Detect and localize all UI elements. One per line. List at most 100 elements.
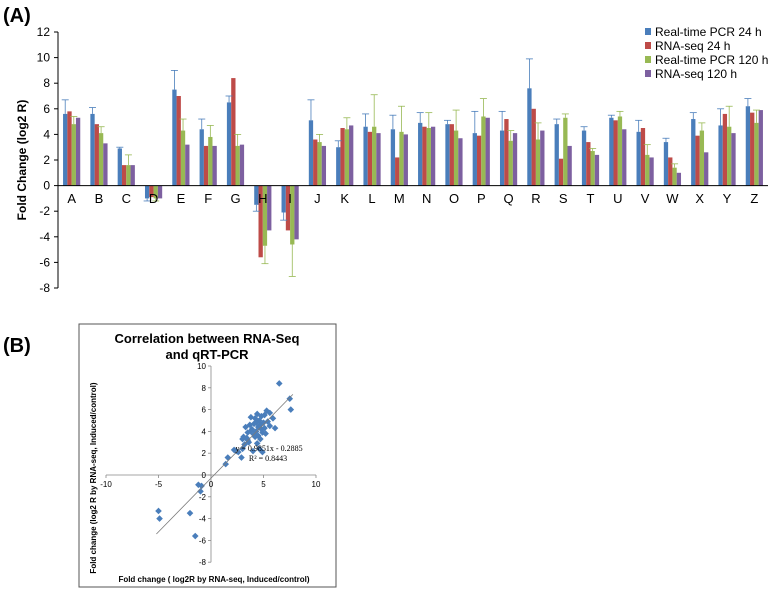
scatter-point [249, 447, 257, 455]
bar-4-S [567, 145, 572, 186]
scatter-trendline [156, 394, 294, 535]
bar-1-O [445, 124, 450, 186]
scatter-point [251, 433, 259, 441]
bar-2-P [476, 135, 482, 186]
bar-1-K [336, 147, 341, 186]
bar-y-tick-label: -4 [39, 230, 50, 244]
bar-4-I [294, 185, 299, 240]
bar-2-M [395, 157, 400, 186]
category-label: B [95, 191, 104, 206]
scatter-y-tick-label: -2 [199, 493, 207, 502]
scatter-point [261, 411, 268, 419]
scatter-point [286, 395, 294, 402]
bar-y-tick-label: 12 [37, 25, 51, 39]
scatter-point [242, 423, 249, 431]
bar-2-Z [750, 112, 755, 186]
scatter-y-axis-title: Fold change (log2 R by RNA-seq, Induced/… [89, 382, 98, 573]
scatter-y-tick-label: -4 [199, 515, 207, 524]
scatter-point [191, 532, 199, 540]
scatter-point [252, 428, 260, 435]
legend-label: RNA-seq 24 h [655, 39, 730, 53]
bar-4-N [430, 126, 436, 186]
bar-3-N [426, 128, 431, 186]
category-label: P [477, 191, 486, 206]
scatter-point [155, 507, 162, 515]
scatter-point [252, 419, 260, 426]
bar-2-T [586, 142, 591, 186]
category-label: V [641, 191, 650, 206]
bar-4-E [185, 144, 190, 186]
scatter-point [253, 410, 261, 418]
bar-1-B [90, 113, 95, 186]
bar-1-H [254, 185, 259, 205]
scatter-point [238, 454, 245, 461]
bar-1-E [172, 89, 177, 186]
scatter-point [269, 415, 277, 422]
scatter-x-tick-label: 5 [261, 480, 266, 489]
bar-1-J [308, 120, 314, 186]
bar-1-R [527, 88, 532, 186]
bar-4-F [212, 145, 217, 186]
legend-swatch [645, 28, 651, 35]
bar-4-A [75, 117, 81, 186]
category-label: L [368, 191, 375, 206]
scatter-point [248, 425, 256, 433]
scatter-point [275, 380, 283, 387]
bar-4-G [239, 144, 245, 186]
bar-3-U [617, 116, 623, 186]
bar-y-tick-label: 2 [43, 153, 50, 167]
scatter-point [263, 407, 270, 414]
bar-4-M [403, 134, 408, 186]
bar-2-N [422, 126, 427, 186]
bar-3-A [71, 124, 76, 186]
bar-2-H [258, 185, 263, 258]
legend-swatch [645, 70, 651, 77]
bar-1-Y [718, 125, 723, 186]
bar-4-Q [512, 133, 518, 186]
scatter-y-tick-label: 8 [202, 384, 207, 393]
category-label: N [422, 191, 431, 206]
category-label: O [449, 191, 459, 206]
bar-2-B [94, 124, 99, 186]
scatter-point [256, 417, 263, 424]
scatter-point [266, 422, 274, 430]
bar-3-V [645, 154, 650, 186]
scatter-point [222, 460, 229, 468]
bar-4-B [103, 143, 108, 186]
bar-3-G [235, 145, 240, 186]
category-label: J [314, 191, 321, 206]
category-label: S [559, 191, 568, 206]
bar-3-D [153, 185, 158, 199]
legend-swatch [645, 42, 651, 49]
bar-1-C [117, 148, 122, 186]
bar-2-Y [722, 113, 728, 186]
scatter-frame [78, 323, 337, 588]
scatter-point [245, 439, 253, 446]
category-label: I [288, 191, 292, 206]
scatter-point [197, 488, 204, 495]
bar-1-V [636, 131, 641, 186]
bar-2-J [313, 139, 318, 186]
category-label: C [122, 191, 131, 206]
bar-3-K [344, 129, 350, 186]
category-label: W [666, 191, 679, 206]
bar-1-L [363, 126, 368, 186]
bar-2-A [67, 111, 72, 186]
bar-3-M [399, 131, 404, 186]
bar-2-D [149, 185, 154, 198]
scatter-title-line-1: Correlation between RNA-Seq [115, 331, 300, 346]
bar-2-L [367, 131, 373, 186]
bar-2-K [340, 128, 345, 186]
category-label: A [67, 191, 76, 206]
bar-2-U [613, 120, 618, 186]
scatter-point [287, 406, 295, 413]
scatter-y-tick-label: -8 [199, 558, 207, 567]
scatter-trend-equation: y = 0.9851x - 0.2885 [235, 444, 302, 453]
bar-2-W [668, 157, 673, 186]
bar-4-H [267, 185, 272, 231]
scatter-point [186, 509, 194, 517]
scatter-point [156, 515, 163, 522]
category-label: D [149, 191, 158, 206]
